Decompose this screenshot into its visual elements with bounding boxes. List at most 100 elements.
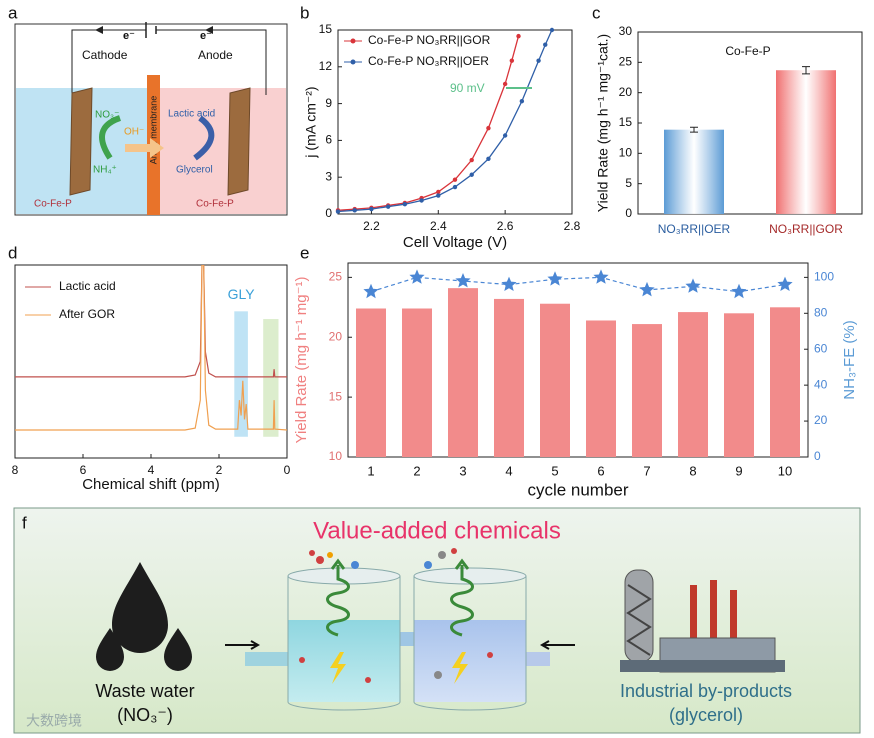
species-label: Glycerol [176,165,213,176]
legend-marker [350,38,356,44]
data-point [543,42,548,47]
reaction-arrow [99,115,122,160]
legend-label: Lactic acid [59,279,116,293]
anolyte [160,88,286,214]
y-axis-label: Yield Rate (mg h⁻¹ mg⁻¹cat.) [595,34,611,212]
y-tick-label: 30 [619,24,633,38]
x-tick-label: 9 [735,463,742,478]
x-tick-label: 4 [505,463,512,478]
series-line [370,276,786,293]
y-tick-label: 80 [814,305,828,319]
data-point [502,133,508,138]
data-point [469,172,474,177]
data-point [731,283,747,299]
data-point [385,204,391,209]
y-tick-label: 25 [619,55,633,69]
x-tick-label: 10 [778,463,792,478]
panel-letter: b [300,3,309,22]
electron: e⁻ [200,30,212,42]
catalyst-label: Co-Fe-P [34,199,72,210]
y-tick-label: 20 [619,85,633,99]
data-point [486,125,491,131]
data-point [335,209,341,214]
electrode [227,87,251,196]
electrode [69,87,93,196]
source-sub: (NO₃⁻) [117,705,173,725]
x-tick-label: 4 [148,463,155,477]
scheme-title: Value-added chemicals [313,517,561,544]
y-tick-label: 15 [329,389,343,403]
catalyst-label: Co-Fe-P [196,199,234,210]
chimney [710,580,717,640]
panel-letter: e [300,243,309,262]
species-label: Lactic acid [168,109,215,120]
bar [448,288,478,457]
x-tick-label: 8 [689,463,696,478]
x-axis-label: Cell Voltage (V) [403,234,507,251]
molecules [299,548,493,683]
drop [164,628,192,671]
data-point [593,269,609,284]
source-label: Industrial by-products [620,681,792,701]
spectrum-line [15,265,287,378]
x-tick-label: NO₃RR||OER [658,222,731,236]
ion-label: OH⁻ [124,127,144,138]
ion-label: NO₃⁻ [95,110,119,121]
data-point [419,198,424,203]
y-tick-label: 0 [325,206,332,220]
y-tick-label: 40 [814,377,828,391]
y-tick-label: 100 [814,270,834,284]
data-point [501,276,517,291]
legend-label: After GOR [59,307,115,321]
bar [632,324,662,457]
data-point [452,177,458,182]
chart-title: Co-Fe-P [725,44,770,58]
x-tick-label: 2.4 [430,219,447,233]
chimney [730,590,737,640]
data-point [352,208,357,213]
x-tick-label: 2 [413,463,420,478]
highlight-band [234,311,248,437]
bar [770,307,800,457]
bar [664,129,724,214]
spectra [15,265,287,431]
panel-letter: a [8,3,18,22]
bar [356,308,386,457]
x-tick-label: 2 [216,463,223,477]
data-point [409,269,425,284]
x-tick-label: 5 [551,463,558,478]
y-tick-label: 25 [329,270,343,284]
factory-coil [626,584,652,656]
electron: e⁻ [123,30,135,42]
bar [724,313,754,457]
cathode-label: Cathode [82,48,128,62]
data-point [436,189,441,195]
y-tick-label: 60 [814,341,828,355]
data-point [455,273,471,288]
x-tick-label: 7 [643,463,650,478]
panel-letter: d [8,243,17,262]
y-tick-label: 3 [325,169,332,183]
data-point [363,283,379,299]
membrane-label: Anion membrane [148,96,158,165]
y2-axis-label: NH₃-FE (%) [841,320,858,399]
factory-base [620,660,785,672]
data-point [436,193,441,198]
data-point [549,27,555,33]
panel-letter: f [22,513,27,532]
drop [96,628,124,671]
y-tick-label: 5 [625,176,632,190]
y-tick-label: 15 [319,22,333,36]
flow-arrow [539,640,575,650]
ion-label: NH₄⁺ [93,165,117,176]
helix [450,558,474,637]
y-tick-label: 10 [619,146,633,160]
panel-f: f Value-added chemicals Waste water (NO₃… [13,507,861,734]
x-axis-label: cycle number [527,480,628,499]
reactor-liquid [288,620,400,702]
legend-marker [350,59,356,65]
y-tick-label: 0 [625,206,632,220]
reactor-wall [287,576,527,711]
spectrum-line [15,265,287,431]
